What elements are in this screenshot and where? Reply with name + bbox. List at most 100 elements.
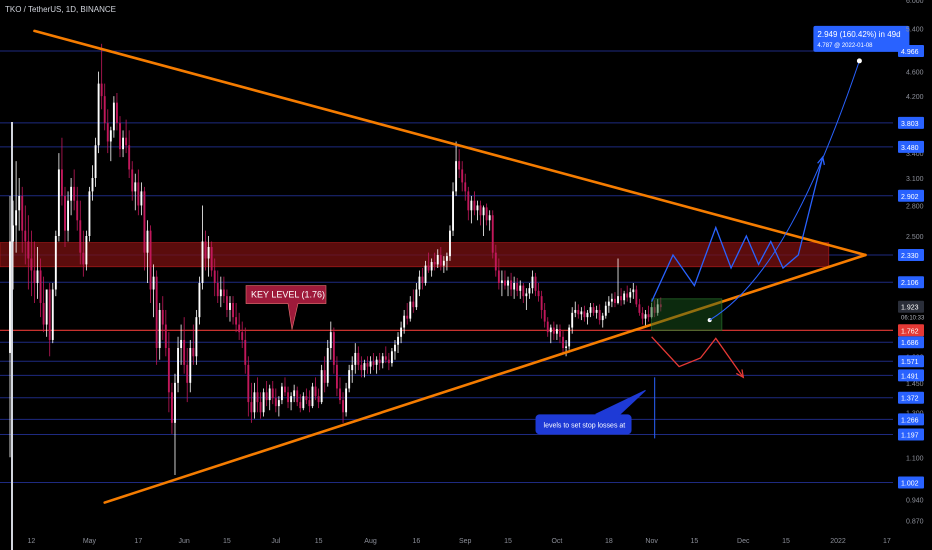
candle-body: [167, 348, 170, 393]
level-price-label: 1.372: [901, 396, 919, 403]
price-tick-label: 0.870: [906, 519, 924, 526]
candle-body: [339, 388, 341, 401]
candle-body: [247, 364, 250, 403]
price-tick-label: 2.500: [906, 234, 924, 241]
candle-body: [366, 363, 369, 367]
candle-body: [513, 282, 516, 290]
candle-body: [354, 352, 357, 365]
time-tick-label: Aug: [364, 538, 377, 545]
candle-body: [378, 359, 381, 364]
candle-body: [225, 296, 228, 310]
candle-body: [345, 388, 348, 413]
candle-body: [559, 329, 561, 337]
candle-body: [125, 137, 128, 146]
trendline-upper: [33, 29, 867, 257]
candle-body: [317, 396, 320, 403]
time-tick-label: 16: [412, 538, 420, 545]
candle-body: [458, 161, 461, 170]
candle-body: [543, 309, 546, 322]
candle-body: [174, 382, 176, 423]
candle-body: [265, 392, 268, 401]
candle-body: [137, 182, 140, 206]
time-tick-label: May: [83, 538, 97, 545]
time-axis: 12 May 17 Jun 15 Jul 15 Aug 16 Sep 15 Oct 18 Nov 15 Dec…: [27, 538, 890, 545]
candle-body: [299, 402, 302, 409]
candle-body: [207, 247, 210, 259]
candle-body: [192, 348, 195, 357]
trendline-lower: [103, 253, 867, 504]
candle-body: [574, 309, 577, 313]
candle-body: [262, 392, 265, 413]
price-tick-label: 5.400: [906, 26, 924, 33]
candle-body: [70, 186, 73, 201]
candle-body: [152, 276, 155, 290]
candle-body: [274, 398, 277, 407]
price-tick-label: 3.100: [906, 176, 924, 183]
candle-body: [268, 388, 271, 401]
target-marker: [856, 58, 862, 64]
candle-body: [595, 309, 598, 313]
price-axis: 6.000 5.400 4.600 4.200 3.400 3.100 2.800 2.500…: [898, 0, 925, 526]
candles: [9, 43, 662, 476]
candle-body: [88, 191, 91, 236]
level-price-label: 1.571: [901, 359, 919, 366]
candle-body: [604, 305, 607, 316]
level-price-label-bg: [898, 276, 924, 289]
candle-body: [57, 169, 60, 236]
level-price-label: 1.002: [901, 480, 919, 487]
level-price-label-bg: [898, 336, 924, 349]
candle-body: [427, 265, 430, 271]
time-tick-label: 15: [691, 538, 699, 545]
candle-body: [614, 298, 616, 303]
candle-body: [363, 363, 366, 371]
candle-body: [617, 296, 619, 303]
candle-body: [598, 309, 601, 321]
level-price-label: 2.330: [901, 253, 919, 260]
candle-body: [48, 289, 51, 340]
candle-body: [12, 225, 15, 242]
candle-body: [421, 276, 424, 283]
candle-body: [115, 102, 118, 124]
candle-body: [549, 327, 552, 333]
target-info-line2: 4.787 @ 2022-01-08: [817, 43, 873, 49]
candle-body: [403, 315, 406, 328]
candle-body: [375, 359, 378, 365]
key-level-callout-text: KEY LEVEL (1.76): [251, 290, 325, 300]
level-price-label: 1.197: [901, 433, 919, 440]
candle-body: [280, 386, 283, 401]
candle-body: [73, 186, 76, 201]
candle-body: [497, 270, 500, 283]
candle-body: [415, 289, 418, 308]
level-price-label-bg: [898, 355, 924, 368]
key-level-price-label: 1.762: [901, 328, 919, 335]
candle-body: [610, 298, 613, 302]
projection-down-path-arrowhead: [735, 369, 745, 379]
candle-body: [170, 392, 173, 423]
candle-body: [659, 304, 662, 308]
stop-loss-note: [535, 414, 632, 435]
candle-body: [445, 256, 448, 261]
candle-body: [82, 252, 85, 265]
candle-body: [235, 317, 238, 325]
level-price-label-bg: [898, 428, 924, 441]
candle-body: [626, 293, 629, 298]
candle-body: [552, 327, 555, 334]
level-price-label-bg: [898, 140, 924, 153]
time-tick-label: 15: [782, 538, 790, 545]
candle-body: [653, 307, 656, 313]
level-price-label: 2.106: [901, 280, 919, 287]
time-tick-label: Dec: [737, 538, 750, 545]
candle-body: [30, 258, 33, 271]
candle-body: [464, 182, 467, 192]
candle-body: [42, 302, 45, 325]
candle-body: [644, 314, 647, 319]
drawings: 2.949 (160.42%) in 49d 4.787 @ 2022-01-08…: [33, 25, 910, 504]
candle-body: [656, 304, 659, 313]
candle-body: [51, 289, 54, 340]
level-price-label: 3.803: [901, 121, 919, 128]
candle-body: [232, 302, 234, 318]
candle-body: [195, 317, 198, 357]
candle-body: [647, 314, 650, 318]
candle-body: [534, 276, 537, 291]
